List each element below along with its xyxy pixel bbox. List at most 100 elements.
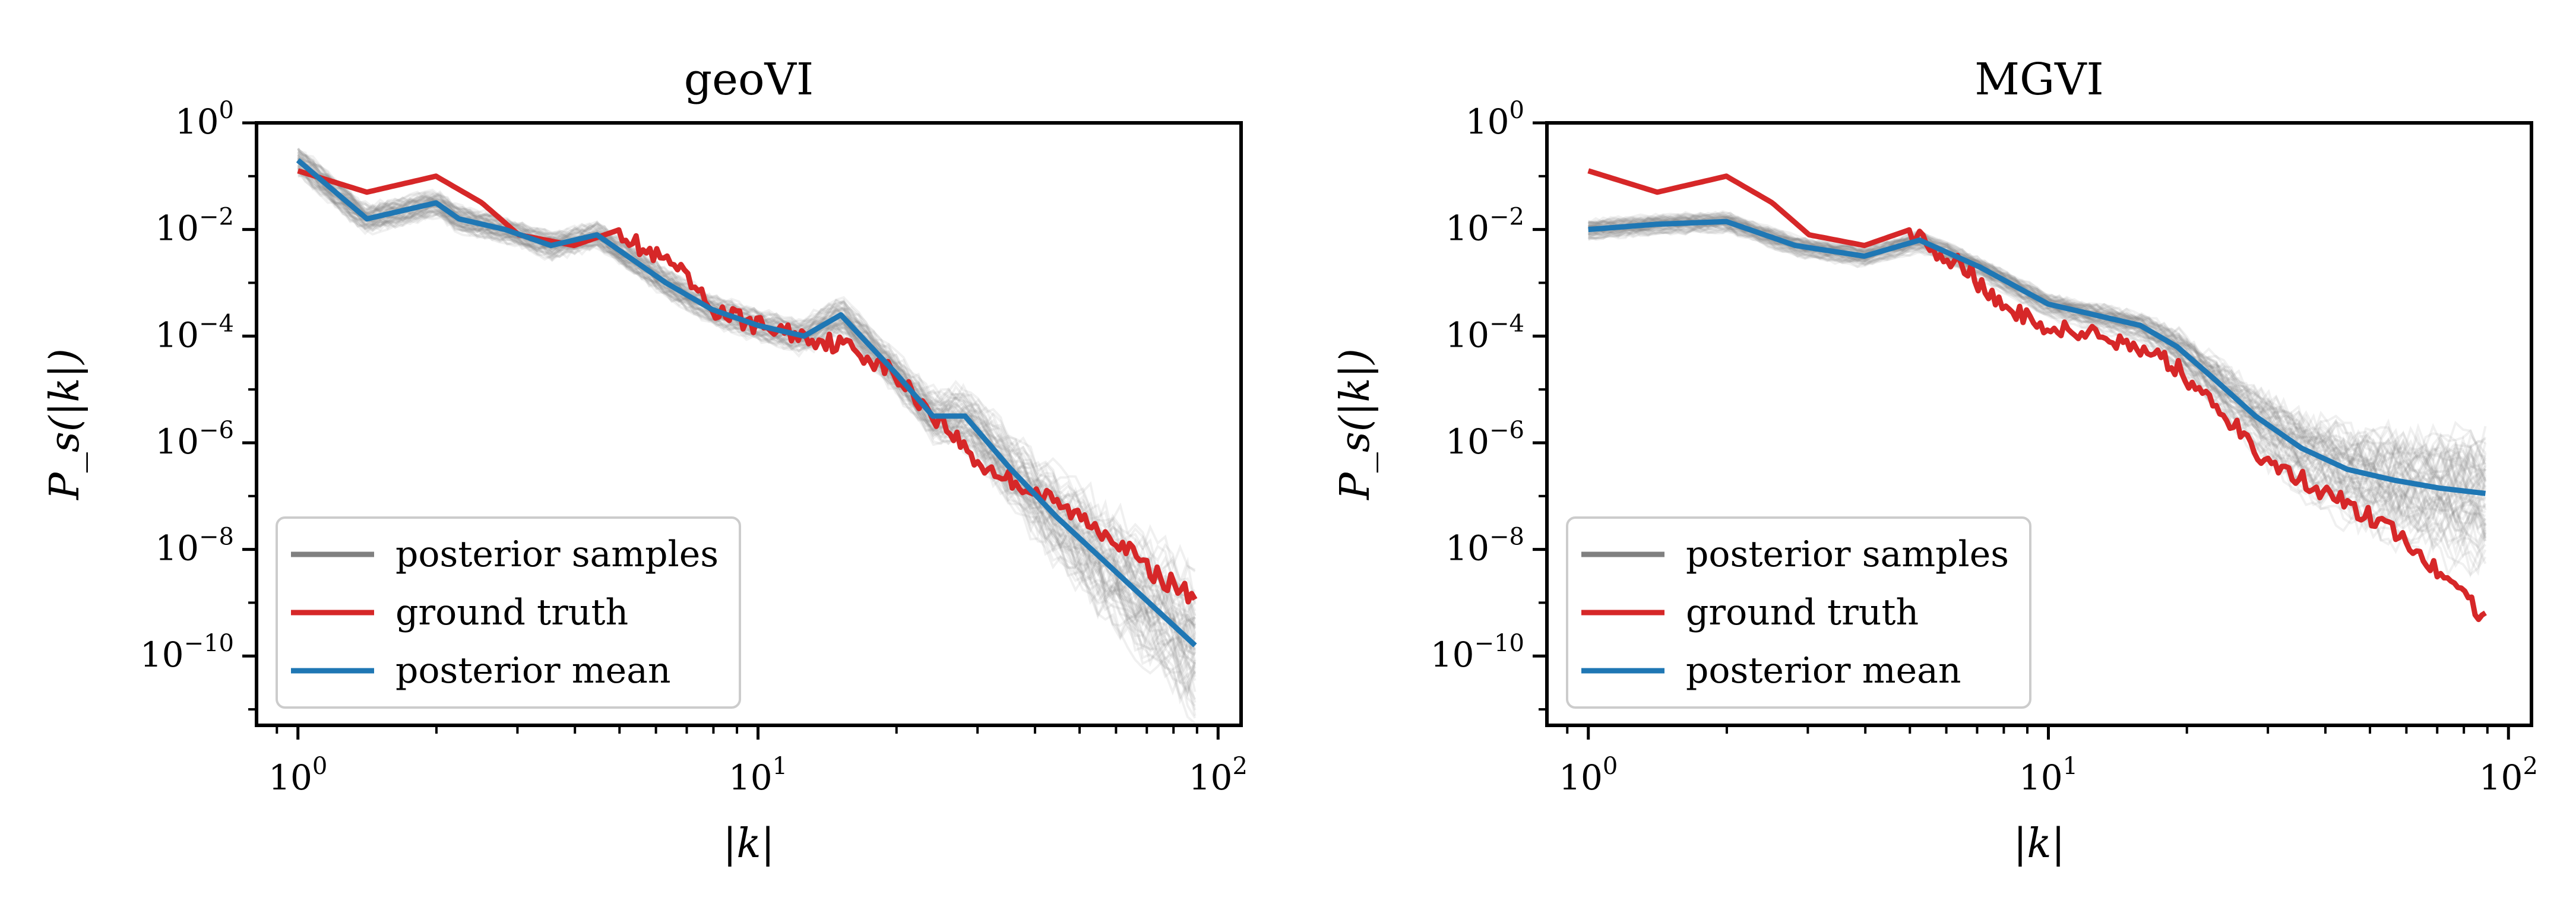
ground-truth-line: [1587, 168, 2487, 623]
axes-frame: [1545, 121, 2533, 727]
sample-line: [298, 153, 1197, 613]
sample-line: [1588, 214, 2487, 456]
y-axis: 100 10−2 10−4 10−6 10−8 10−10: [1431, 97, 1547, 711]
sample-line: [297, 150, 1196, 604]
sample-line: [297, 172, 1197, 694]
sample-line: [298, 172, 1197, 705]
sample-line: [297, 161, 1197, 667]
x-tick-label: 102: [1189, 753, 1248, 798]
sample-line: [1588, 223, 2487, 551]
sample-line: [298, 168, 1197, 703]
y-tick-label: 10−6: [155, 417, 234, 462]
sample-line: [298, 151, 1196, 573]
sample-line: [297, 150, 1197, 635]
x-axis: 100 101 102: [268, 725, 1248, 798]
sample-line: [297, 154, 1197, 599]
sample-line: [297, 158, 1197, 683]
sample-line: [297, 167, 1196, 669]
legend-label: ground truth: [395, 592, 628, 633]
sample-line: [1588, 222, 2487, 559]
sample-line: [1588, 227, 2487, 564]
sample-line: [297, 151, 1197, 611]
legend: posterior samples ground truth posterior m…: [276, 516, 741, 709]
sample-line: [297, 164, 1196, 725]
sample-line: [297, 148, 1197, 628]
posterior-mean-line: [296, 158, 1197, 648]
legend-label: posterior samples: [1686, 534, 2009, 575]
sample-line: [297, 155, 1197, 626]
sample-line: [297, 166, 1197, 697]
sample-line: [298, 169, 1197, 710]
sample-line: [1588, 223, 2486, 532]
sample-line: [1588, 213, 2486, 488]
sample-line: [297, 171, 1197, 719]
sample-line: [1588, 216, 2487, 510]
sample-line: [1588, 220, 2486, 511]
sample-line: [1587, 212, 2487, 470]
sample-line: [297, 148, 1197, 616]
sample-line: [297, 151, 1196, 597]
y-tick-label: 100: [175, 97, 234, 142]
x-tick-label: 102: [2479, 753, 2538, 798]
y-tick-label: 10−8: [155, 524, 234, 569]
y-tick-label: 10−2: [155, 204, 234, 249]
x-tick-label: 101: [2019, 753, 2078, 798]
sample-line: [1587, 223, 2487, 539]
sample-line: [297, 148, 1196, 600]
axes-frame: [255, 121, 1243, 727]
sample-line: [1588, 215, 2486, 472]
sample-line: [297, 157, 1196, 627]
legend-label: posterior samples: [395, 534, 719, 575]
sample-line: [1588, 227, 2487, 578]
y-tick-label: 10−6: [1445, 417, 1524, 462]
y-tick-label: 10−10: [140, 630, 234, 675]
panel-geovi: geoVI 100 101 102 |k| 100 10−2 10−4 10−6 10−8 10−1…: [42, 54, 1248, 867]
y-tick-label: 10−2: [1445, 204, 1524, 249]
sample-line: [1588, 210, 2487, 465]
legend-label: posterior mean: [1686, 650, 1961, 692]
y-tick-label: 10−10: [1431, 630, 1524, 675]
x-tick-label: 101: [729, 753, 787, 798]
panel-mgvi: MGVI 100 101 102 |k| 100 10−2 10−4 10−6 10−8 10−10…: [1332, 54, 2538, 867]
sample-line: [1588, 211, 2486, 470]
sample-line: [1588, 220, 2487, 532]
sample-line: [296, 161, 1197, 716]
chart-title: geoVI: [684, 54, 814, 105]
legend-box: [276, 516, 741, 709]
plot-area: [296, 147, 1198, 725]
sample-line: [296, 147, 1197, 605]
sample-line: [1587, 218, 2487, 489]
sample-line: [1587, 212, 2486, 476]
x-tick-label: 100: [1559, 753, 1618, 798]
plot-area: [1587, 168, 2487, 623]
sample-line: [1588, 214, 2487, 484]
sample-line: [1588, 220, 2486, 526]
y-axis-label: P_s(|k|): [42, 348, 88, 501]
y-tick-label: 10−8: [1445, 524, 1524, 569]
x-axis: 100 101 102: [1559, 725, 2538, 798]
sample-line: [1588, 211, 2487, 486]
y-tick-label: 10−4: [155, 310, 234, 355]
sample-line: [1588, 211, 2487, 492]
sample-line: [1588, 214, 2487, 484]
sample-line: [296, 167, 1196, 707]
sample-line: [1587, 226, 2487, 549]
sample-line: [1588, 228, 2487, 576]
legend-label: ground truth: [1686, 592, 1919, 633]
y-tick-label: 100: [1466, 97, 1524, 142]
posterior-mean-line: [1588, 218, 2486, 496]
x-axis-label: |k|: [2013, 820, 2065, 867]
y-axis-label: P_s(|k|): [1332, 348, 1379, 501]
sample-line: [1588, 226, 2487, 568]
sample-line: [298, 175, 1197, 679]
x-axis-label: |k|: [723, 820, 774, 867]
y-tick-label: 10−4: [1445, 310, 1524, 355]
legend: posterior samples ground truth posterior m…: [1566, 516, 2031, 709]
y-axis: 100 10−2 10−4 10−6 10−8 10−10: [140, 97, 257, 711]
x-tick-label: 100: [268, 753, 327, 798]
legend-box: [1566, 516, 2031, 709]
sample-line: [1587, 226, 2486, 579]
legend-label: posterior mean: [395, 650, 671, 692]
chart-title: MGVI: [1974, 54, 2104, 105]
